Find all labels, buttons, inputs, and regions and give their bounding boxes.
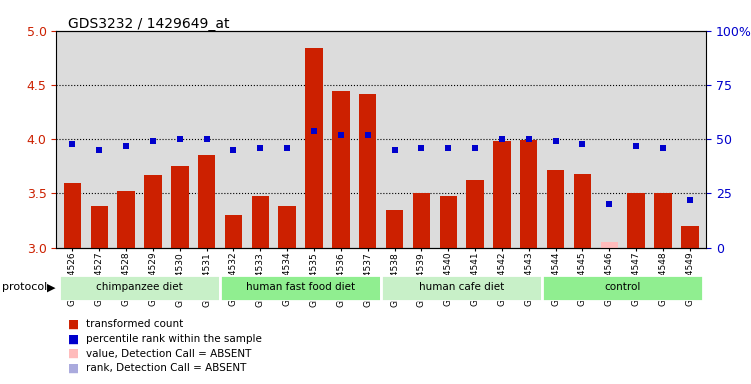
Bar <box>386 210 403 248</box>
Bar <box>225 215 243 248</box>
Text: chimpanzee diet: chimpanzee diet <box>96 283 183 293</box>
Text: protocol: protocol <box>2 282 47 292</box>
Text: ■: ■ <box>68 347 79 360</box>
Bar <box>171 166 189 248</box>
Text: ■: ■ <box>68 318 79 331</box>
FancyBboxPatch shape <box>220 275 381 301</box>
Bar <box>412 194 430 248</box>
Text: percentile rank within the sample: percentile rank within the sample <box>86 334 262 344</box>
Text: transformed count: transformed count <box>86 319 183 329</box>
Bar <box>332 91 350 248</box>
Text: ■: ■ <box>68 362 79 375</box>
Bar <box>439 195 457 248</box>
FancyBboxPatch shape <box>542 275 703 301</box>
Bar <box>520 140 538 248</box>
Text: human fast food diet: human fast food diet <box>246 283 355 293</box>
Bar <box>681 226 698 248</box>
Bar <box>91 207 108 248</box>
Bar <box>601 242 618 248</box>
Text: ■: ■ <box>68 333 79 346</box>
Text: ▶: ▶ <box>47 282 56 292</box>
FancyBboxPatch shape <box>381 275 542 301</box>
Bar <box>117 191 135 248</box>
Bar <box>144 175 161 248</box>
Bar <box>279 207 296 248</box>
Bar <box>198 156 216 248</box>
Bar <box>574 174 591 248</box>
FancyBboxPatch shape <box>59 275 220 301</box>
Bar <box>466 180 484 248</box>
Text: human cafe diet: human cafe diet <box>419 283 504 293</box>
Text: control: control <box>605 283 641 293</box>
Bar <box>359 94 376 248</box>
Bar <box>547 170 564 248</box>
Bar <box>64 183 81 248</box>
Text: value, Detection Call = ABSENT: value, Detection Call = ABSENT <box>86 349 252 359</box>
Text: GDS3232 / 1429649_at: GDS3232 / 1429649_at <box>68 17 229 31</box>
Bar <box>493 141 511 248</box>
Bar <box>627 194 645 248</box>
Bar <box>654 194 671 248</box>
Bar <box>252 195 269 248</box>
Text: rank, Detection Call = ABSENT: rank, Detection Call = ABSENT <box>86 363 247 373</box>
Bar <box>306 48 323 248</box>
